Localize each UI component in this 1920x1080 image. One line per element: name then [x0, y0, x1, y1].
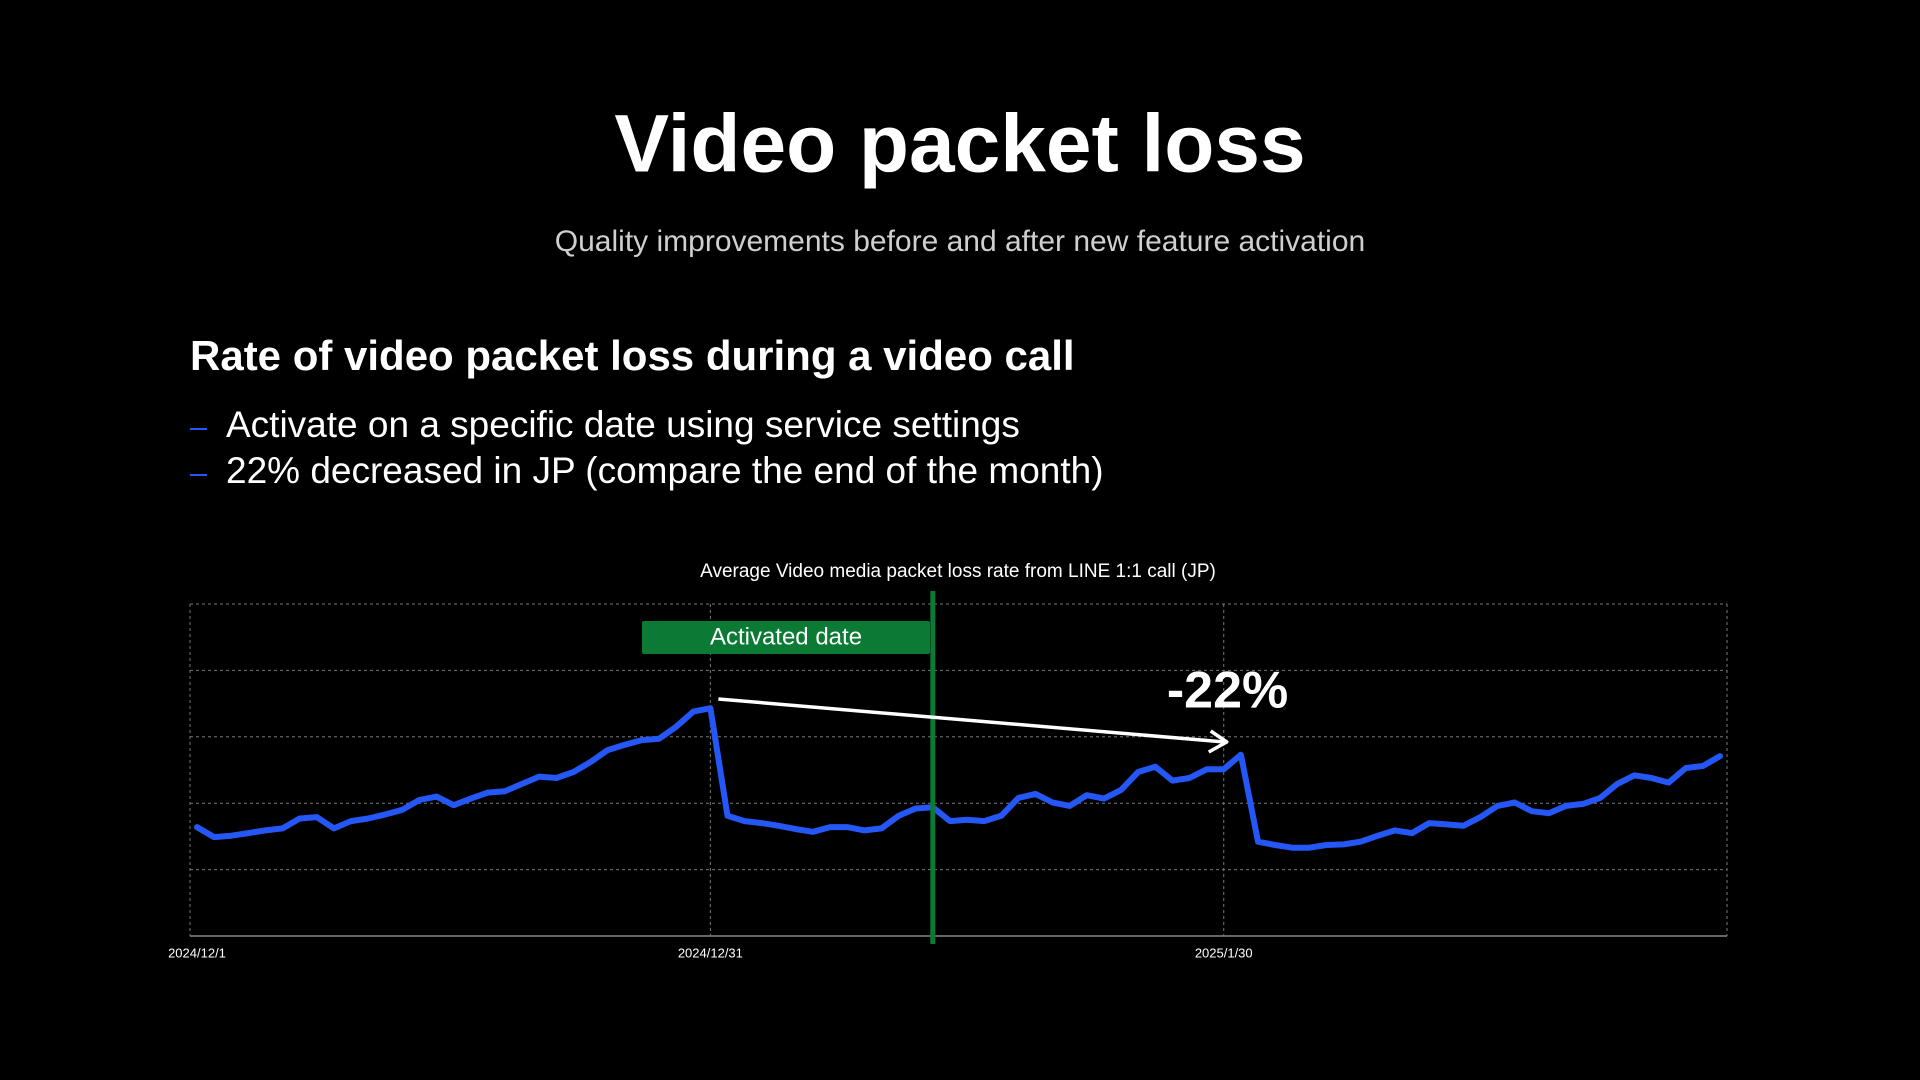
x-tick-label: 2024/12/31	[678, 945, 743, 960]
x-tick-label: 2025/1/30	[1195, 945, 1253, 960]
data-line	[194, 705, 1723, 851]
change-arrow	[718, 697, 1225, 744]
bullet: Activate on a specific date using servic…	[226, 404, 1020, 445]
section-heading: Rate of video packet loss during a video…	[190, 332, 1075, 379]
bullet: 22% decreased in JP (compare the end of …	[226, 450, 1104, 491]
slide-subtitle: Quality improvements before and after ne…	[555, 225, 1365, 258]
arrow-head	[1207, 729, 1229, 754]
activation-label: Activated date	[710, 623, 862, 650]
change-label: -22%	[1167, 662, 1288, 720]
slide-title: Video packet loss	[614, 99, 1305, 190]
chart-title: Average Video media packet loss rate fro…	[700, 561, 1216, 582]
x-tick-label: 2024/12/1	[168, 945, 226, 960]
activation-label-box	[642, 621, 930, 654]
